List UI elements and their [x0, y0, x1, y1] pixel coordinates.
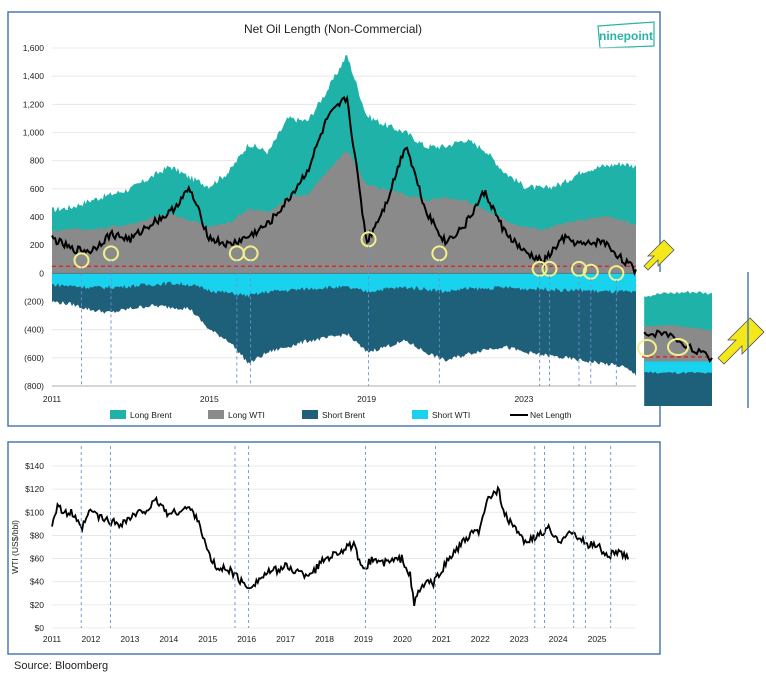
bottom-y-tick-label: $60 — [30, 554, 44, 564]
ninepoint-logo: ninepoint — [597, 21, 655, 49]
top-legend: Long Brent Long WTI Short Brent Short WTI Ne… — [110, 410, 572, 420]
legend-swatch — [302, 410, 318, 419]
top-x-tick-label: 2011 — [43, 394, 62, 404]
top-y-tick-label: (400) — [24, 325, 44, 335]
top-y-tick-label: 200 — [30, 240, 44, 250]
top-y-tick-label: 1,200 — [23, 99, 45, 109]
bottom-y-tick-label: $80 — [30, 530, 44, 540]
bottom-x-tick-label: 2024 — [549, 634, 568, 644]
legend-swatch — [110, 410, 126, 419]
legend-label: Short Brent — [322, 410, 366, 420]
arrows — [643, 239, 765, 365]
bottom-x-tick-label: 2020 — [393, 634, 412, 644]
top-y-tick-label: 600 — [30, 184, 44, 194]
bottom-y-tick-label: $0 — [35, 623, 45, 633]
bottom-panel-frame — [7, 441, 661, 655]
bottom-y-tick-label: $120 — [25, 484, 44, 494]
bottom-y-axis-label: WTI (US$/bbl) — [10, 520, 20, 574]
top-y-tick-label: (200) — [24, 297, 44, 307]
logo-text: ninepoint — [599, 29, 653, 43]
long-wti-area — [52, 150, 636, 274]
bottom-x-tick-label: 2013 — [120, 634, 139, 644]
bottom-x-tick-label: 2011 — [43, 634, 62, 644]
inset-net-length — [643, 329, 713, 364]
bottom-x-tick-label: 2018 — [315, 634, 334, 644]
top-y-tick-label: (800) — [24, 381, 44, 391]
bottom-x-tick-label: 2025 — [588, 634, 607, 644]
legend-swatch — [208, 410, 224, 419]
connector-lines — [80, 246, 617, 628]
bottom-chart: $0 $20 $40 $60 $80 $100 $120 $140 2011 2012 2013 20… — [10, 461, 636, 644]
wti-price-line — [51, 485, 630, 607]
bottom-x-tick-label: 2023 — [510, 634, 529, 644]
top-y-tick-label: 1,400 — [23, 71, 45, 81]
bottom-x-tick-label: 2015 — [198, 634, 217, 644]
top-x-tick-label: 2023 — [514, 394, 533, 404]
legend-label: Net Length — [530, 410, 572, 420]
legend-swatch — [412, 410, 428, 419]
bottom-x-tick-label: 2021 — [432, 634, 451, 644]
top-y-tick-label: 0 — [39, 268, 44, 278]
bottom-y-tick-label: $20 — [30, 600, 44, 610]
bottom-y-tick-label: $100 — [25, 507, 44, 517]
top-x-tick-label: 2015 — [200, 394, 219, 404]
top-chart-title: Net Oil Length (Non-Commercial) — [244, 22, 422, 36]
short-brent-area — [52, 273, 636, 377]
legend-label: Short WTI — [432, 410, 470, 420]
top-x-tick-label: 2019 — [357, 394, 376, 404]
bottom-x-tick-label: 2014 — [159, 634, 178, 644]
bottom-x-tick-label: 2019 — [354, 634, 373, 644]
bottom-x-tick-label: 2012 — [81, 634, 100, 644]
zoom-inset — [637, 272, 713, 406]
top-y-tick-label: 1,600 — [23, 43, 45, 53]
top-y-tick-label: 400 — [30, 212, 44, 222]
short-wti-area — [52, 273, 636, 298]
top-y-tick-label: 800 — [30, 156, 44, 166]
net-length-line — [51, 94, 637, 277]
bottom-y-tick-label: $140 — [25, 461, 44, 471]
bottom-y-tick-label: $40 — [30, 577, 44, 587]
inset-circle — [667, 338, 689, 356]
bottom-x-tick-label: 2022 — [471, 634, 490, 644]
source-note: Source: Bloomberg — [14, 660, 109, 672]
top-chart: (800) (600) (400) (200) 0 200 400 600 800 1,000 1,… — [23, 43, 637, 404]
yellow-arrow-small — [643, 239, 675, 271]
top-y-tick-label: (600) — [24, 353, 44, 363]
inset-short-wti — [644, 361, 712, 374]
bottom-x-tick-label: 2016 — [237, 634, 256, 644]
legend-label: Long WTI — [228, 410, 265, 420]
yellow-arrow-large — [717, 317, 765, 365]
bottom-x-tick-label: 2017 — [276, 634, 295, 644]
legend-label: Long Brent — [130, 410, 172, 420]
inset-circle — [637, 339, 657, 357]
top-y-tick-label: 1,000 — [23, 128, 45, 138]
